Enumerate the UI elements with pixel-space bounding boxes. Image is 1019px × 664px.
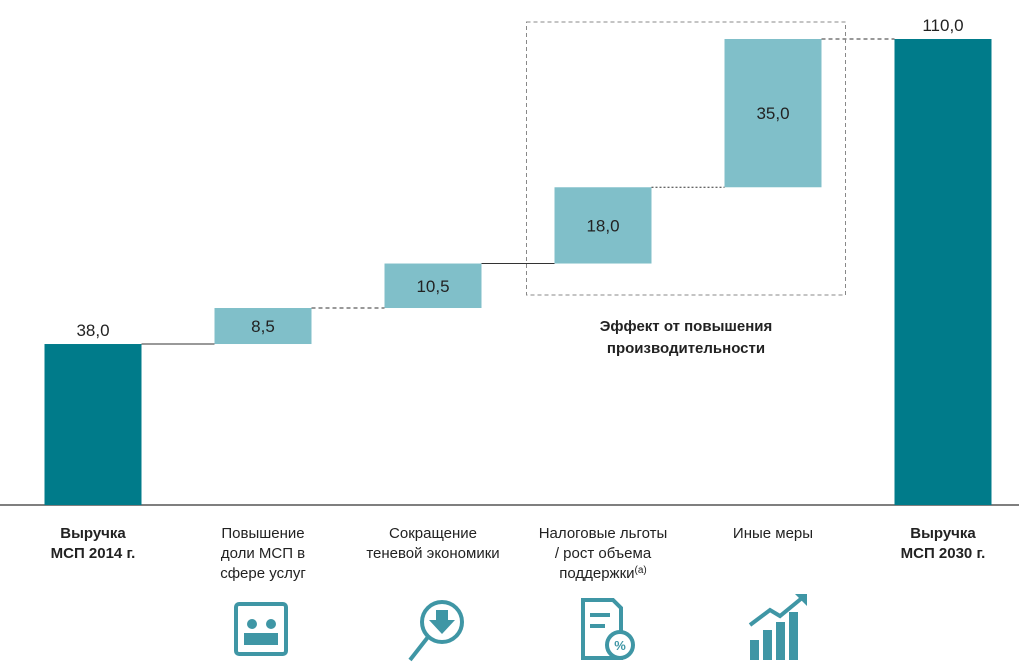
group-label: Эффект от повышения производительности [600, 318, 773, 357]
value-label: 35,0 [756, 104, 789, 123]
icon-document: % [581, 598, 635, 660]
value-label: 18,0 [586, 216, 619, 235]
category-label: Повышение доли МСП в сфере услуг [220, 525, 306, 582]
bar [894, 39, 992, 505]
footnote-marker: (a) [635, 565, 647, 576]
category-label: Налоговые льготы / рост объема поддержки(a… [539, 525, 668, 582]
bar [214, 308, 312, 345]
value-label: 110,0 [922, 16, 963, 35]
icon-services [234, 602, 288, 656]
bar [384, 263, 482, 309]
value-label: 38,0 [76, 321, 109, 340]
category-label: Выручка МСП 2014 г. [51, 525, 136, 562]
category-label: Сокращение теневой экономики [366, 525, 499, 562]
value-label: 8,5 [251, 317, 275, 336]
group-box [526, 21, 846, 296]
bar [44, 344, 142, 505]
bar [554, 187, 652, 264]
icon-search [408, 600, 464, 662]
category-label: Иные меры [733, 525, 813, 542]
category-label: Выручка МСП 2030 г. [901, 525, 986, 562]
bar [724, 39, 822, 188]
icon-growth [748, 594, 807, 660]
svg-text:%: % [614, 638, 626, 653]
value-label: 10,5 [416, 277, 449, 296]
